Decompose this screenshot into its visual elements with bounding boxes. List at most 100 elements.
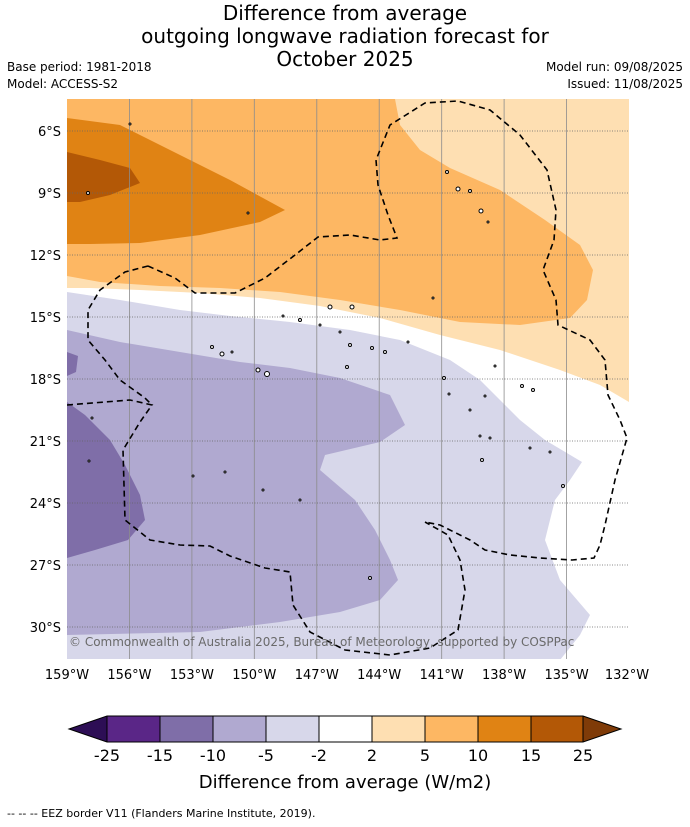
meta-right: Model run: 09/08/2025 Issued: 11/08/2025 — [546, 59, 683, 93]
lon-label: 141°W — [420, 668, 464, 683]
lon-label: 150°W — [232, 668, 276, 683]
island — [264, 371, 270, 377]
island — [561, 484, 565, 488]
island — [488, 436, 492, 440]
island — [281, 314, 285, 318]
island — [468, 408, 472, 412]
island — [345, 365, 349, 369]
island — [338, 330, 342, 334]
colorbar-tick: 5 — [420, 746, 430, 765]
island — [383, 350, 387, 354]
colorbar-segment — [531, 716, 583, 742]
island — [128, 122, 132, 126]
issued-date: Issued: 11/08/2025 — [567, 77, 683, 91]
colorbar: -25 -15 -10 -5 -2 2 5 10 15 25 Differenc… — [67, 715, 623, 793]
colorbar-tick: -10 — [200, 746, 226, 765]
island — [483, 394, 487, 398]
latitude-labels: 6°S 9°S 12°S 15°S 18°S 21°S 24°S 27°S 30… — [30, 125, 61, 636]
island — [210, 345, 214, 349]
colorbar-segment — [478, 716, 531, 742]
lat-label: 30°S — [30, 621, 61, 636]
lat-label: 21°S — [30, 435, 61, 450]
colorbar-arrow-low — [69, 716, 107, 742]
island — [87, 459, 91, 463]
island — [531, 388, 535, 392]
island — [368, 576, 372, 580]
anomaly-band-5-10 — [67, 99, 593, 325]
island — [447, 392, 451, 396]
island — [298, 498, 302, 502]
island — [468, 189, 472, 193]
colorbar-tick: 2 — [367, 746, 377, 765]
eez-border-french-polynesia — [87, 265, 153, 406]
anomaly-fields: © Commonwealth of Australia 2025, Bureau… — [67, 99, 629, 659]
lat-label: 15°S — [30, 311, 61, 326]
colorbar-segment — [160, 716, 213, 742]
island — [230, 350, 234, 354]
island — [455, 186, 461, 192]
anomaly-band-10-15 — [67, 118, 285, 244]
island — [298, 318, 302, 322]
anomaly-band-15-25 — [67, 152, 140, 202]
model-name: Model: ACCESS-S2 — [7, 77, 119, 91]
lat-label: 12°S — [30, 249, 61, 264]
island — [86, 191, 90, 195]
colorbar-segment — [319, 716, 372, 742]
island — [520, 384, 524, 388]
lat-label: 24°S — [30, 497, 61, 512]
title-line-1: Difference from average — [222, 1, 468, 25]
colorbar-tick: -15 — [147, 746, 173, 765]
colorbar-tick: -5 — [258, 746, 274, 765]
copyright-text: © Commonwealth of Australia 2025, Bureau… — [69, 635, 574, 649]
model-run: Model run: 09/08/2025 — [545, 60, 683, 74]
island — [406, 340, 410, 344]
anomaly-band-neg5-neg10 — [67, 330, 405, 635]
island — [478, 434, 482, 438]
island — [480, 458, 484, 462]
longitude-labels: 159°W 156°W 153°W 150°W 147°W 144°W 141°… — [45, 668, 649, 683]
island — [348, 343, 352, 347]
colorbar-segment — [425, 716, 478, 742]
island — [442, 376, 446, 380]
lon-label: 138°W — [482, 668, 526, 683]
colorbar-tick: -2 — [311, 746, 327, 765]
lon-label: 153°W — [170, 668, 214, 683]
lat-label: 18°S — [30, 373, 61, 388]
eez-border-north — [147, 100, 628, 561]
lat-label: 6°S — [38, 125, 61, 140]
lon-label: 144°W — [357, 668, 401, 683]
eez-footnote: -- -- -- EEZ border V11 (Flanders Marine… — [7, 807, 316, 820]
lon-label: 132°W — [605, 668, 649, 683]
lon-label: 135°W — [545, 668, 589, 683]
lon-label: 156°W — [107, 668, 151, 683]
latitude-gridlines — [67, 130, 629, 628]
island — [261, 488, 265, 492]
title-line-3: October 2025 — [276, 47, 414, 71]
title-line-2: outgoing longwave radiation forecast for — [141, 24, 549, 48]
island — [478, 208, 484, 214]
island — [318, 323, 322, 327]
eez-border-cook-islands — [67, 399, 466, 656]
island — [246, 211, 250, 215]
meta-left: Base period: 1981-2018 Model: ACCESS-S2 — [7, 59, 152, 93]
islands — [86, 122, 565, 580]
island — [431, 296, 435, 300]
colorbar-tick: -25 — [94, 746, 120, 765]
longitude-gridlines — [128, 99, 567, 659]
colorbar-tick: 25 — [573, 746, 593, 765]
colorbar-arrow-high — [583, 716, 621, 742]
colorbar-segment — [213, 716, 266, 742]
eez-borders — [67, 100, 628, 656]
lat-label: 27°S — [30, 559, 61, 574]
colorbar-segment — [107, 716, 160, 742]
lon-label: 147°W — [295, 668, 339, 683]
island — [528, 446, 532, 450]
island — [370, 346, 374, 350]
island — [327, 304, 333, 310]
colorbar-segment — [266, 716, 319, 742]
island — [445, 170, 449, 174]
colorbar-tick: 10 — [468, 746, 488, 765]
base-period: Base period: 1981-2018 — [7, 60, 152, 74]
lat-label: 9°S — [38, 187, 61, 202]
